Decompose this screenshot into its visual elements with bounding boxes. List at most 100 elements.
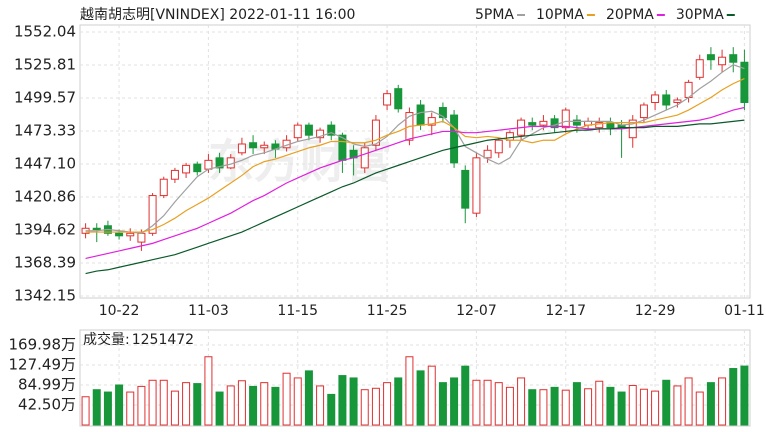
ma-line <box>85 78 745 233</box>
volume-bar <box>550 386 559 426</box>
candle-body <box>695 59 704 78</box>
volume-bar <box>539 389 548 426</box>
candle-body <box>182 164 191 174</box>
candle-body <box>561 109 570 129</box>
candle-body <box>483 149 492 159</box>
volume-bar <box>293 377 302 426</box>
volume-bar <box>662 379 671 426</box>
volume-bar <box>505 386 514 426</box>
candle-body <box>494 139 503 154</box>
volume-bar <box>651 390 660 426</box>
candle-body <box>293 124 302 139</box>
candle-body <box>137 232 146 243</box>
volume-bar <box>617 391 626 426</box>
legend-label: 30PMA <box>676 7 724 23</box>
volume-bar <box>304 370 313 426</box>
candle-body <box>550 118 559 129</box>
y-tick-label: 1499.57 <box>14 88 76 106</box>
volume-bar <box>427 365 436 426</box>
volume-bar <box>528 389 537 426</box>
legend-label: 10PMA <box>536 7 584 23</box>
volume-bar <box>115 384 124 426</box>
candle-body <box>115 232 124 237</box>
y-tick-label: 127.49万 <box>9 355 77 373</box>
volume-bar <box>204 356 213 426</box>
candle-body <box>651 94 660 103</box>
volume-bar <box>226 385 235 426</box>
volume-bar <box>695 391 704 426</box>
candle-body <box>204 159 213 170</box>
volume-title: 成交量: <box>83 331 130 348</box>
volume-frame <box>79 329 751 427</box>
candle-body <box>450 114 459 164</box>
x-tick-label: 10-22 <box>99 303 140 319</box>
volume-bar <box>126 391 135 426</box>
volume-bar <box>483 379 492 426</box>
y-tick-label: 84.99万 <box>18 376 76 394</box>
candle-body <box>316 129 325 139</box>
volume-bar <box>450 377 459 426</box>
volume-value: 1251472 <box>132 332 194 348</box>
y-tick-label: 1447.10 <box>14 154 76 172</box>
volume-bar <box>673 385 682 426</box>
volume-bar <box>584 388 593 426</box>
volume-bar <box>170 390 179 426</box>
candle-body <box>159 178 168 197</box>
candle-body <box>215 157 224 169</box>
volume-bar <box>338 375 347 426</box>
candle-body <box>148 195 157 234</box>
volume-bar <box>215 391 224 426</box>
candle-body <box>327 124 336 136</box>
price-frame <box>79 24 751 299</box>
volume-bar <box>494 382 503 426</box>
volume-bar <box>606 386 615 426</box>
x-tick-label: 11-15 <box>277 303 318 319</box>
candle-body <box>472 157 481 214</box>
candle-body <box>416 104 425 126</box>
volume-bar <box>461 365 470 426</box>
volume-bar <box>572 382 581 426</box>
volume-bar <box>327 393 336 426</box>
volume-bar <box>684 377 693 426</box>
volume-bar <box>260 382 269 426</box>
volume-bar <box>595 380 604 426</box>
y-tick-label: 1394.62 <box>14 221 76 239</box>
ma-line <box>85 106 745 260</box>
volume-bar <box>282 372 291 426</box>
candle-body <box>639 104 648 119</box>
y-tick-label: 169.98万 <box>9 336 77 354</box>
volume-bar <box>628 384 637 426</box>
candle-body <box>595 122 604 129</box>
x-tick-label: 12-17 <box>545 303 586 319</box>
candle-body <box>360 147 369 169</box>
y-tick-label: 42.50万 <box>18 395 76 413</box>
candle-body <box>427 117 436 126</box>
y-tick-label: 1342.15 <box>14 287 76 305</box>
y-tick-label: 1368.39 <box>14 253 76 271</box>
y-tick-label: 1420.86 <box>14 187 76 205</box>
x-tick-label: 11-03 <box>188 303 229 319</box>
volume-bar <box>349 377 358 426</box>
volume-bar <box>316 385 325 426</box>
x-tick-label: 01-11 <box>724 303 765 319</box>
legend-label: 5PMA <box>475 7 514 23</box>
candle-body <box>539 120 548 126</box>
candle-body <box>628 119 637 139</box>
volume-bar <box>249 385 258 426</box>
volume-bar <box>729 368 738 426</box>
volume-bar <box>193 383 202 426</box>
volume-bar <box>438 382 447 426</box>
volume-bar <box>706 382 715 426</box>
legend-label: 20PMA <box>606 7 654 23</box>
candle-body <box>304 124 313 136</box>
candle-body <box>193 163 202 173</box>
volume-bar <box>237 380 246 426</box>
y-tick-label: 1473.33 <box>14 122 76 140</box>
volume-bar <box>561 389 570 426</box>
volume-bar <box>92 389 101 426</box>
candle-body <box>729 54 738 63</box>
volume-bar <box>148 379 157 426</box>
candle-body <box>438 107 447 119</box>
volume-bar <box>182 382 191 426</box>
volume-bar <box>405 356 414 426</box>
